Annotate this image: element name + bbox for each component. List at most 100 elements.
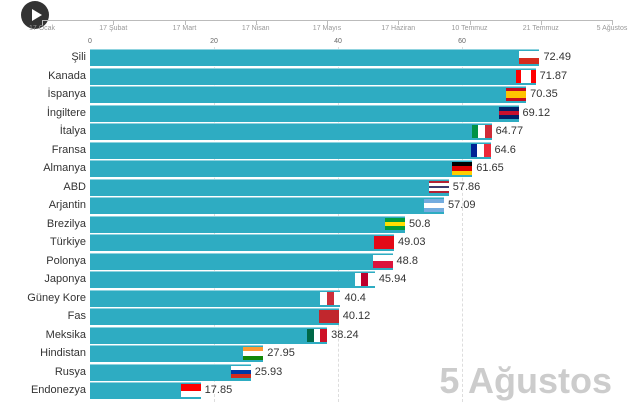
country-label: Türkiye (49, 236, 86, 248)
timeline-tick (398, 20, 400, 25)
bar (90, 123, 492, 140)
value-label: 71.87 (539, 69, 568, 82)
flag-icon (320, 291, 341, 305)
country-label: Hindistan (40, 347, 86, 359)
country-label: Polonya (46, 254, 86, 267)
country-label: Meksika (45, 328, 86, 341)
flag-icon (471, 125, 492, 138)
bar (90, 86, 527, 103)
flag-icon (384, 217, 405, 231)
bar (90, 345, 264, 362)
bar-row: Endonezya 17.85 (0, 382, 640, 399)
bar-row: Güney Kore 40.4 (0, 289, 640, 307)
play-button[interactable] (21, 1, 49, 29)
timeline-label[interactable]: 17 Ocak (28, 25, 56, 32)
timeline-label[interactable]: 10 Temmuz (451, 25, 488, 32)
country-label: Japonya (44, 273, 86, 285)
country-label: Fransa (51, 143, 86, 156)
timeline-label[interactable]: 17 Mart (172, 25, 197, 32)
bar (90, 308, 339, 325)
country-label: Endonezya (30, 384, 86, 396)
country-label: ABD (63, 180, 86, 193)
flag-icon (498, 106, 519, 120)
current-date-label: 5 Ağustos (439, 360, 612, 401)
bar-row: İspanya 70.35 (0, 86, 640, 103)
flag-icon (243, 347, 264, 360)
axis-tick-label: 0 (88, 38, 92, 45)
timeline-tick (113, 20, 115, 25)
country-label: İtalya (59, 125, 86, 137)
timeline-label[interactable]: 17 Mayıs (312, 25, 342, 32)
bar (90, 141, 491, 159)
value-label: 64.6 (494, 143, 516, 156)
bar-row: Türkiye 49.03 (0, 234, 640, 251)
axis-tick-label: 40 (334, 38, 342, 45)
country-label: İngiltere (46, 106, 86, 119)
value-label: 38.24 (331, 328, 359, 341)
country-label: İspanya (47, 88, 86, 100)
bar (90, 234, 394, 251)
bar (90, 215, 405, 233)
value-label: 50.8 (408, 217, 431, 230)
flag-icon (354, 273, 375, 286)
value-label: 64.77 (495, 125, 524, 137)
country-label: Güney Kore (27, 291, 86, 304)
value-label: 49.03 (397, 236, 426, 248)
bar-row: Almanya 61.65 (0, 160, 640, 177)
bar (90, 49, 540, 66)
timeline-tick (469, 20, 471, 25)
bar (90, 289, 341, 307)
country-label: Arjantin (48, 199, 86, 211)
timeline-tick (612, 20, 613, 25)
flag-icon (373, 236, 394, 249)
flag-icon (318, 310, 339, 323)
axis-tick-label: 60 (458, 38, 466, 45)
flag-icon (423, 199, 444, 212)
value-label: 27.95 (267, 347, 295, 359)
value-label: 70.35 (530, 88, 558, 100)
axis-tick-label: 20 (210, 38, 218, 45)
bar-row: İngiltere 69.12 (0, 104, 640, 122)
flag-icon (506, 88, 527, 101)
country-label: Rusya (54, 365, 86, 378)
bar-row: İtalya 64.77 (0, 123, 640, 140)
bar-row: Japonya 45.94 (0, 271, 640, 288)
country-label: Kanada (48, 69, 86, 82)
value-label: 40.4 (344, 291, 366, 304)
timeline-tick (327, 20, 328, 25)
timeline-label[interactable]: 17 Nisan (241, 25, 270, 32)
bar-row: Fransa 64.6 (0, 141, 640, 159)
bar (90, 252, 393, 270)
flag-icon (180, 384, 201, 397)
flag-icon (519, 51, 540, 64)
timeline-label[interactable]: 17 Haziran (381, 25, 416, 32)
flag-icon (470, 143, 491, 157)
value-label: 72.49 (543, 51, 571, 63)
timeline-tick (42, 20, 43, 25)
value-label: 69.12 (522, 106, 551, 119)
flag-icon (372, 254, 393, 268)
value-label: 48.8 (396, 254, 418, 267)
bar (90, 67, 536, 85)
bar-row: Rusya 25.93 (0, 363, 640, 381)
bar-row: Şili 72.49 (0, 49, 640, 66)
country-label: Brezilya (46, 217, 86, 230)
bar (90, 271, 375, 288)
bar (90, 326, 328, 344)
bar-row: Kanada 71.87 (0, 67, 640, 85)
bar (90, 178, 449, 196)
value-label: 57.86 (452, 180, 481, 193)
flag-icon (452, 162, 473, 175)
value-label: 17.85 (204, 384, 233, 396)
value-label: 57.09 (447, 199, 476, 211)
flag-icon (428, 180, 449, 194)
bar-row: Polonya 48.8 (0, 252, 640, 270)
value-label: 40.12 (342, 310, 371, 322)
flag-icon (230, 365, 251, 379)
timeline-label[interactable]: 5 Ağustos (596, 25, 628, 32)
timeline-label[interactable]: 21 Temmuz (522, 25, 559, 32)
country-label: Fas (67, 310, 86, 322)
timeline-label[interactable]: 17 Şubat (99, 25, 128, 32)
bar-row: Hindistan 27.95 (0, 345, 640, 362)
bar (90, 104, 519, 122)
